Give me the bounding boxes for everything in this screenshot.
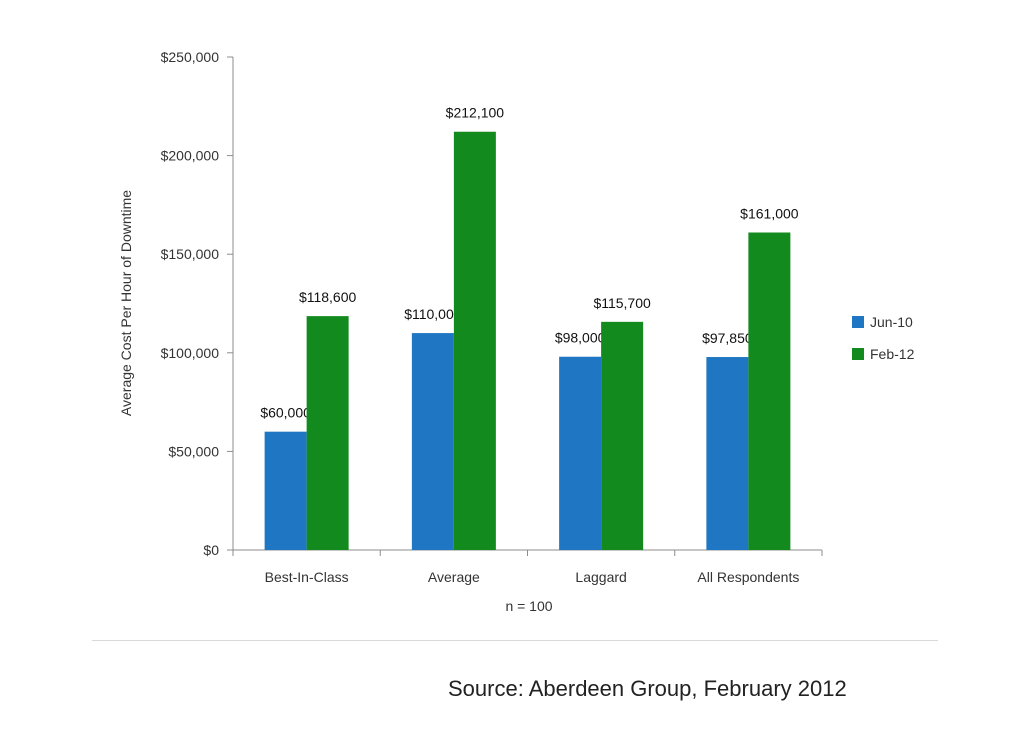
y-tick-label: $250,000 <box>161 49 220 65</box>
data-label: $60,000 <box>260 405 311 421</box>
bar-jun-10 <box>411 333 454 550</box>
bar-jun-10 <box>706 357 749 550</box>
x-category-label: Laggard <box>575 569 626 585</box>
data-label: $161,000 <box>740 206 799 222</box>
legend-label: Feb-12 <box>870 346 915 362</box>
legend-swatch-jun-10 <box>852 316 864 328</box>
source-caption: Source: Aberdeen Group, February 2012 <box>448 676 847 701</box>
x-category-label: Best-In-Class <box>265 569 349 585</box>
legend-label: Jun-10 <box>870 314 913 330</box>
bar-chart: $0 $50,000 $100,000 $150,000 $200,000 $250,00… <box>118 49 915 614</box>
bar-jun-10 <box>264 431 307 550</box>
data-label: $110,000 <box>404 306 462 322</box>
y-tick-label: $150,000 <box>161 246 220 262</box>
x-axis-note: n = 100 <box>505 598 552 614</box>
y-axis-title: Average Cost Per Hour of Downtime <box>118 190 134 416</box>
x-category-label: All Respondents <box>697 569 799 585</box>
y-tick-label: $100,000 <box>161 345 220 361</box>
data-label: $118,600 <box>299 289 357 305</box>
data-label: $97,850 <box>702 330 753 346</box>
bar-feb-12 <box>453 131 496 550</box>
bar-jun-10 <box>559 356 602 550</box>
data-label: $212,100 <box>446 105 505 121</box>
y-tick-label: $0 <box>203 542 219 558</box>
y-tick-label: $200,000 <box>161 148 220 164</box>
x-category-label: Average <box>428 569 480 585</box>
data-label: $98,000 <box>555 330 606 346</box>
legend-swatch-feb-12 <box>852 348 864 360</box>
y-tick-label: $50,000 <box>168 443 219 459</box>
divider-line <box>92 640 938 641</box>
bar-feb-12 <box>748 232 791 550</box>
bar-feb-12 <box>306 316 349 550</box>
data-label: $115,700 <box>593 295 651 311</box>
bar-feb-12 <box>601 321 644 550</box>
